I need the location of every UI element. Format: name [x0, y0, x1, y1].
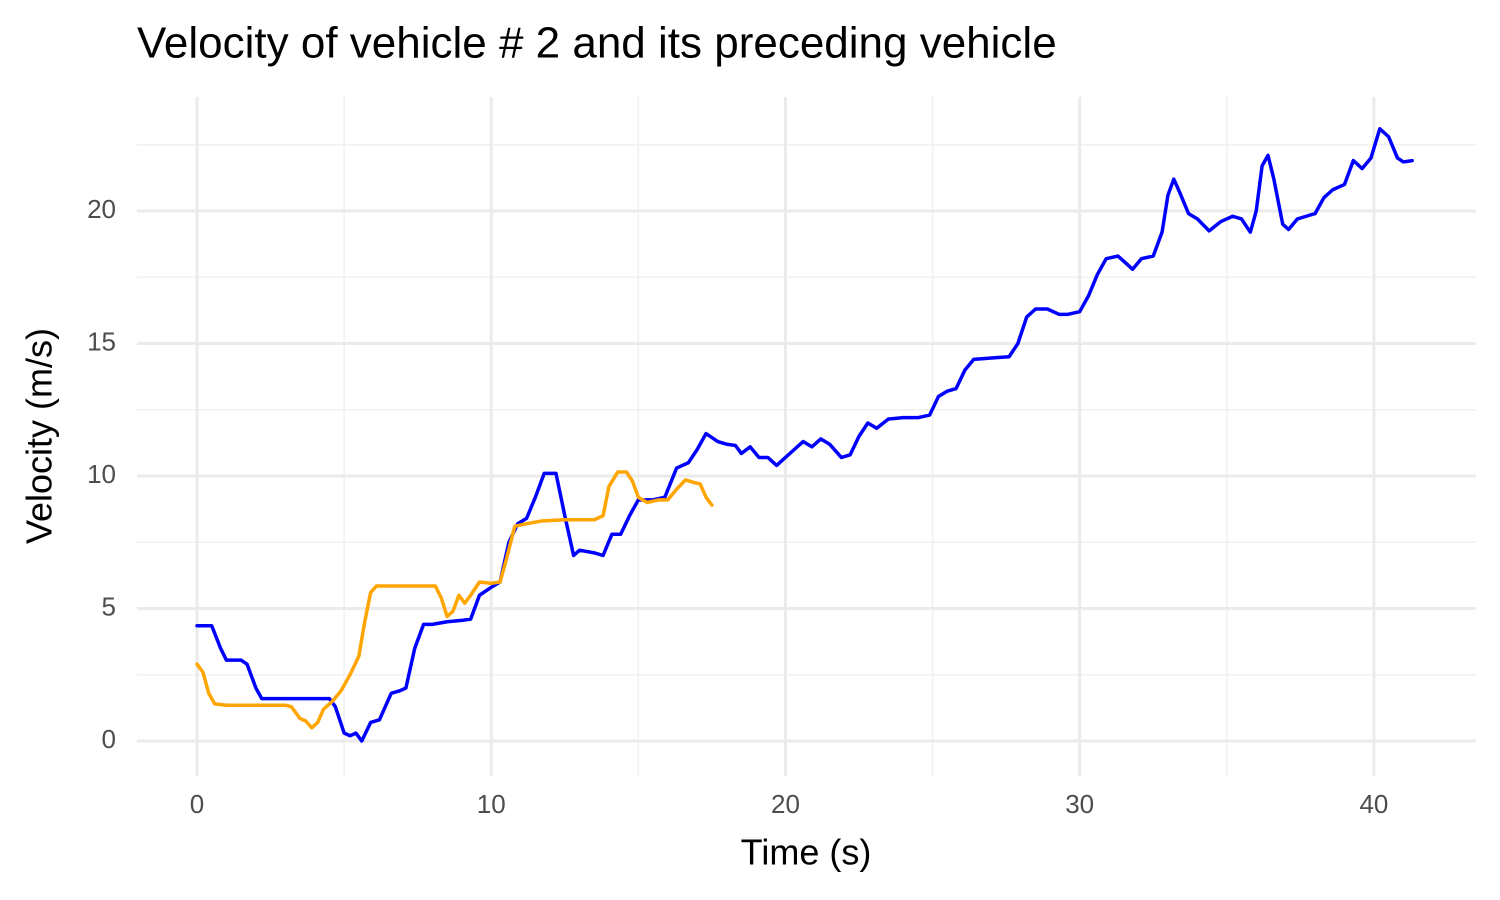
- x-tick-label: 10: [477, 789, 506, 819]
- y-tick-label: 15: [87, 326, 116, 356]
- y-tick-label: 5: [102, 591, 116, 621]
- y-tick-label: 10: [87, 459, 116, 489]
- x-tick-label: 30: [1065, 789, 1094, 819]
- x-tick-label: 0: [190, 789, 204, 819]
- y-tick-label: 0: [102, 724, 116, 754]
- x-tick-label: 20: [771, 789, 800, 819]
- series-line: [195, 470, 714, 730]
- y-tick-label: 20: [87, 194, 116, 224]
- series-line: [195, 127, 1414, 743]
- y-axis-label: Velocity (m/s): [19, 328, 60, 544]
- x-axis-label: Time (s): [741, 832, 872, 873]
- chart-title: Velocity of vehicle # 2 and its precedin…: [137, 19, 1057, 68]
- x-tick-label: 40: [1359, 789, 1388, 819]
